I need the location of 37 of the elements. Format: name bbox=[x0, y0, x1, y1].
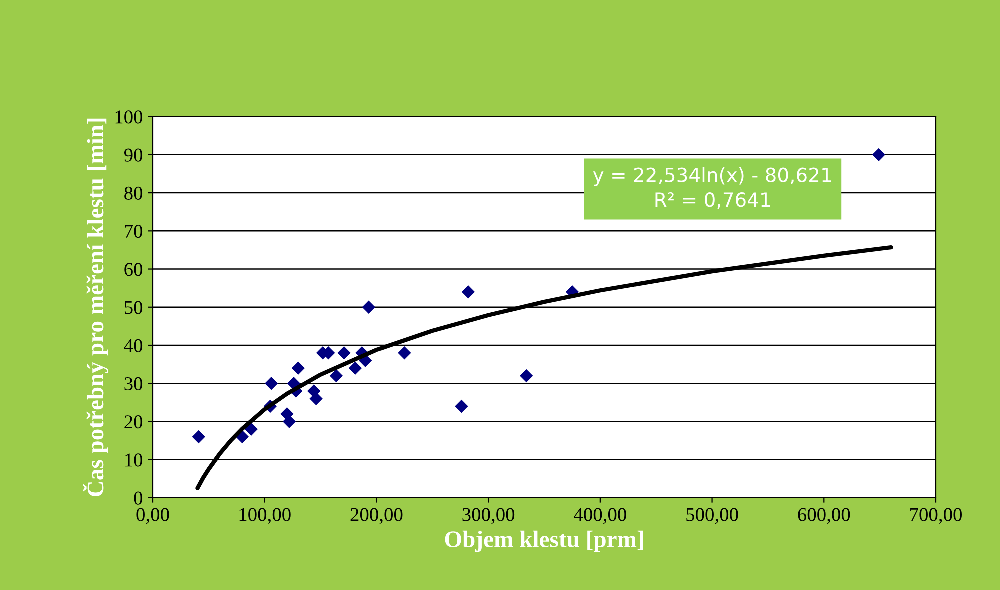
y-tick-label: 30 bbox=[124, 377, 143, 391]
y-tick-label: 20 bbox=[124, 416, 143, 429]
y-tick-label: 90 bbox=[124, 148, 143, 162]
point bbox=[362, 300, 376, 314]
point bbox=[264, 377, 278, 390]
y-tick-label: 80 bbox=[124, 186, 143, 200]
x-tick-label: 600,00 bbox=[798, 508, 850, 524]
y-tick-label: 50 bbox=[124, 301, 143, 314]
point bbox=[310, 392, 323, 406]
y-tick-label: 0 bbox=[134, 492, 143, 505]
point bbox=[872, 148, 886, 162]
point bbox=[462, 286, 476, 299]
point bbox=[520, 369, 534, 383]
x-tick-label: 500,00 bbox=[686, 508, 738, 524]
x-tick-label: 0,00 bbox=[136, 508, 170, 524]
y-tick-label: 10 bbox=[126, 454, 143, 467]
y-tick-label: 70 bbox=[125, 224, 143, 238]
x-axis-title: Objem klestu [prm] bbox=[445, 530, 644, 552]
x-tick-label: 700,00 bbox=[910, 508, 962, 524]
point bbox=[348, 362, 362, 375]
point bbox=[330, 369, 344, 383]
y-tick-label: 60 bbox=[124, 263, 143, 276]
y-tick-label: 100 bbox=[116, 110, 143, 124]
point bbox=[192, 430, 206, 444]
point bbox=[455, 400, 468, 414]
y-tick-label: 40 bbox=[124, 339, 143, 352]
annotation: y = 22,534ln(x) - 80,621 R² = 0,7641 bbox=[593, 167, 832, 210]
point bbox=[398, 346, 412, 360]
x-tick-label: 200,00 bbox=[350, 508, 403, 524]
point bbox=[282, 415, 296, 428]
point bbox=[244, 422, 258, 436]
point bbox=[338, 346, 351, 360]
x-tick-label: 100,00 bbox=[240, 508, 291, 524]
x-tick-label: 400,00 bbox=[574, 508, 626, 524]
y-axis-title: Čas potřebný pro měření klestu [min] bbox=[83, 118, 109, 497]
x-tick-label: 300,00 bbox=[462, 508, 515, 524]
point bbox=[292, 362, 305, 375]
